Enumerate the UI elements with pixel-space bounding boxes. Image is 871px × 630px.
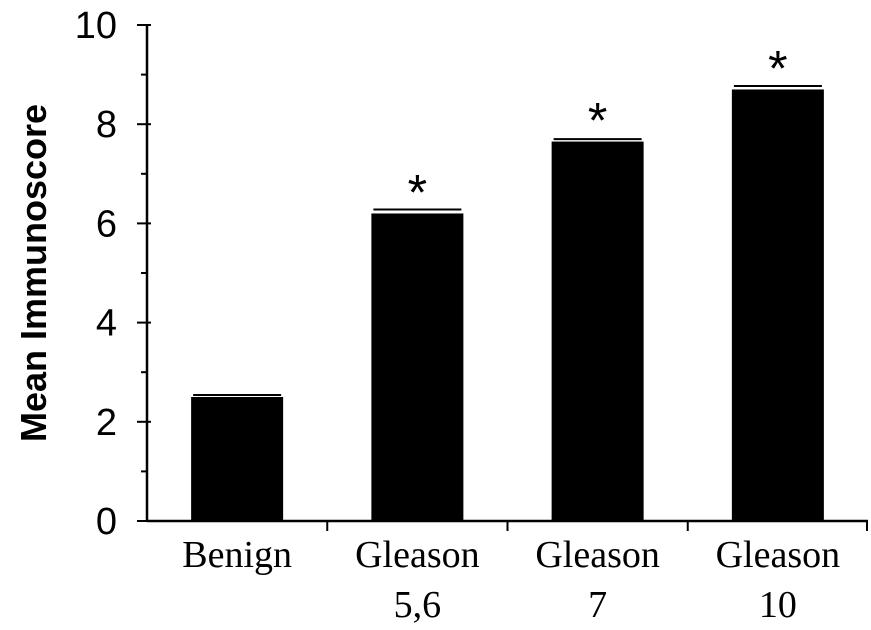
labels: 0 2 4 6 8 10 Benign * Gleason 5,6 * Gleason 7 * Gleaso…	[75, 5, 840, 626]
y-tick-label: 0	[96, 501, 117, 543]
bar	[731, 89, 824, 521]
bar	[191, 397, 284, 521]
significance-marker: *	[768, 40, 787, 96]
y-axis-title-group: Mean Immunoscore	[13, 104, 54, 442]
x-tick-label: 10	[759, 584, 797, 626]
y-tick-label: 6	[96, 203, 117, 245]
bar	[551, 141, 644, 521]
y-tick-label: 8	[96, 104, 117, 146]
x-tick-label: 5,6	[394, 584, 442, 626]
y-tick-label: 2	[96, 402, 117, 444]
y-axis-title: Mean Immunoscore	[13, 104, 54, 442]
bars	[191, 85, 824, 522]
y-tick-label: 4	[96, 303, 117, 345]
bar	[371, 213, 464, 522]
x-tick-label: Gleason	[535, 534, 660, 576]
x-tick-label: Benign	[182, 534, 292, 576]
y-tick-label: 10	[75, 5, 117, 47]
x-tick-label: 7	[588, 584, 607, 626]
significance-marker: *	[588, 93, 607, 149]
significance-marker: *	[408, 164, 427, 220]
x-tick-label: Gleason	[355, 534, 480, 576]
x-tick-label: Gleason	[716, 534, 841, 576]
